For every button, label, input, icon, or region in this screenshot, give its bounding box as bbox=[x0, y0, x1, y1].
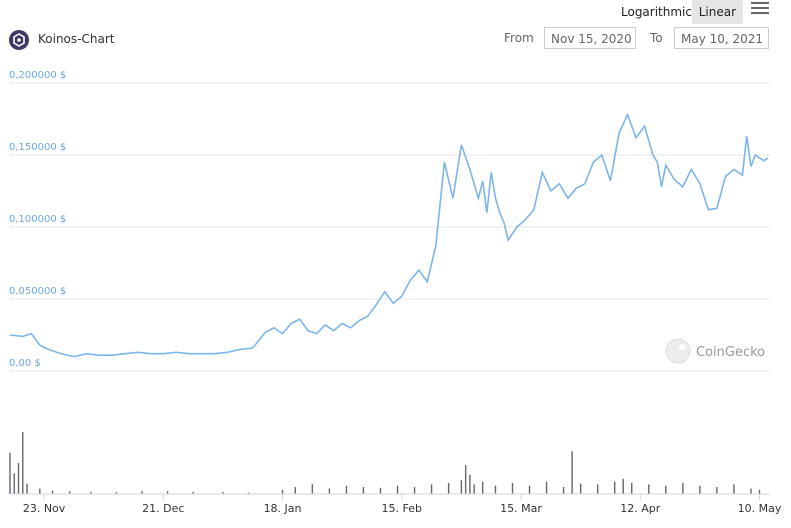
volume-bar bbox=[665, 485, 667, 494]
y-axis-labels: 0,00 $ 0,050000 $ 0,100000 $ 0,150000 $ 0,20… bbox=[9, 70, 66, 369]
volume-bar bbox=[9, 452, 11, 494]
volume-bar bbox=[648, 484, 650, 494]
volume-bar bbox=[464, 465, 467, 494]
volume-bar bbox=[413, 487, 416, 494]
volume-bar bbox=[90, 491, 92, 494]
volume-bar bbox=[571, 451, 573, 494]
volume-bar bbox=[166, 491, 169, 494]
volume-bar bbox=[281, 489, 284, 494]
y-tick-label: 0,050000 $ bbox=[9, 286, 66, 297]
volume-bar bbox=[716, 487, 718, 494]
volume-bar bbox=[733, 484, 735, 494]
volume-bar bbox=[17, 463, 20, 494]
volume-bar bbox=[682, 482, 684, 494]
volume-bar bbox=[13, 473, 15, 494]
x-tick-label: 18. Jan bbox=[264, 502, 302, 515]
koinos-logo-icon bbox=[9, 30, 29, 50]
volume-bar bbox=[141, 491, 143, 494]
chart-title: Koinos-Chart bbox=[38, 32, 115, 46]
volume-bar bbox=[473, 484, 475, 494]
volume-bar bbox=[481, 481, 484, 494]
watermark-text: CoinGecko bbox=[696, 345, 765, 360]
x-tick-label: 23. Nov bbox=[23, 502, 66, 515]
from-date-input[interactable]: Nov 15, 2020 bbox=[544, 27, 636, 49]
volume-bar bbox=[631, 482, 633, 494]
from-label: From bbox=[504, 31, 534, 45]
coingecko-watermark: CoinGecko bbox=[665, 338, 765, 364]
volume-bar bbox=[460, 480, 463, 494]
logarithmic-scale-button[interactable]: Logarithmic bbox=[621, 5, 692, 19]
volume-bar bbox=[379, 487, 382, 494]
volume-bar bbox=[430, 484, 433, 494]
to-label: To bbox=[650, 31, 663, 45]
volume-bar bbox=[222, 491, 224, 494]
x-tick-label: 12. Apr bbox=[620, 502, 660, 515]
volume-bar bbox=[362, 487, 365, 494]
volume-bar bbox=[447, 482, 450, 494]
x-tick-label: 15. Feb bbox=[382, 502, 422, 515]
x-axis-labels: 23. Nov 21. Dec 18. Jan 15. Feb 15. Mar 12. A… bbox=[23, 494, 782, 515]
x-tick-label: 15. Mar bbox=[500, 502, 542, 515]
volume-bar bbox=[613, 481, 616, 494]
y-tick-label: 0,200000 $ bbox=[9, 70, 66, 81]
x-tick-label: 21. Dec bbox=[142, 502, 184, 515]
volume-bar bbox=[396, 485, 399, 494]
to-date-input[interactable]: May 10, 2021 bbox=[674, 27, 769, 49]
y-tick-label: 0,00 $ bbox=[9, 358, 41, 369]
volume-bar bbox=[192, 491, 194, 494]
volume-bar bbox=[596, 484, 599, 494]
volume-bars bbox=[9, 432, 761, 494]
volume-bar bbox=[511, 482, 514, 494]
x-tick-label: 10. May bbox=[738, 502, 782, 515]
y-tick-label: 0,100000 $ bbox=[9, 214, 66, 225]
volume-bar bbox=[26, 483, 28, 494]
volume-bar bbox=[528, 485, 531, 494]
volume-bar bbox=[68, 491, 71, 494]
volume-bar bbox=[750, 488, 752, 494]
volume-bar bbox=[699, 485, 701, 494]
price-series-line bbox=[9, 112, 769, 358]
volume-bar bbox=[39, 488, 41, 494]
volume-bar bbox=[51, 490, 54, 494]
y-tick-label: 0,150000 $ bbox=[9, 142, 66, 153]
volume-bar bbox=[115, 491, 118, 494]
volume-bar bbox=[328, 488, 331, 494]
volume-bar bbox=[562, 487, 565, 494]
linear-scale-button[interactable]: Linear bbox=[691, 0, 743, 24]
volume-bar bbox=[22, 432, 24, 494]
volume-bar bbox=[345, 485, 348, 494]
volume-bar bbox=[469, 474, 471, 494]
volume-bar bbox=[758, 489, 761, 494]
grid-lines bbox=[10, 82, 770, 372]
volume-bar bbox=[494, 485, 497, 494]
volume-bar bbox=[545, 481, 548, 494]
volume-bar bbox=[579, 483, 582, 494]
volume-bar bbox=[294, 487, 297, 494]
volume-bar bbox=[247, 492, 250, 494]
volume-bar bbox=[311, 484, 314, 494]
hamburger-menu-icon[interactable] bbox=[751, 2, 769, 16]
volume-bar bbox=[622, 478, 624, 494]
